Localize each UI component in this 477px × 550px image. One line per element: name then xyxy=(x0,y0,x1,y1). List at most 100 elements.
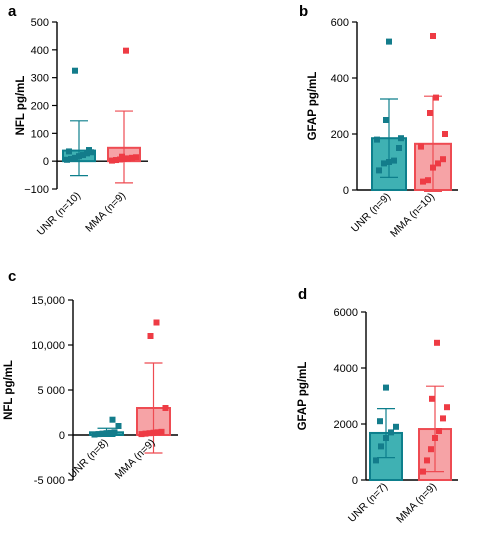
y-tick-label: 600 xyxy=(331,17,349,29)
data-point xyxy=(109,157,115,164)
data-point xyxy=(99,430,106,437)
category-label: MMA (n=10) xyxy=(388,191,437,240)
data-point xyxy=(66,148,72,155)
data-point xyxy=(383,384,389,391)
data-point xyxy=(86,147,92,154)
panel-letter: c xyxy=(8,268,16,285)
y-tick-label: -5 000 xyxy=(34,475,65,487)
y-tick-label: 200 xyxy=(331,129,349,141)
data-point xyxy=(378,443,384,450)
y-tick-label: −100 xyxy=(24,184,49,196)
data-point xyxy=(430,33,436,39)
data-point xyxy=(398,135,404,142)
data-point xyxy=(440,415,446,422)
data-point xyxy=(418,143,424,150)
y-tick-label: 0 xyxy=(343,185,349,197)
data-point xyxy=(373,457,379,464)
data-point xyxy=(133,154,139,161)
y-tick-label: 10,000 xyxy=(31,340,65,352)
data-point xyxy=(424,457,430,464)
y-axis-label: GFAP pg/mL xyxy=(307,72,319,141)
y-tick-label: 100 xyxy=(31,128,49,140)
y-axis-label: NFL pg/mL xyxy=(15,76,27,136)
data-point xyxy=(386,159,392,165)
data-point xyxy=(150,429,157,436)
y-axis-label: NFL pg/mL xyxy=(3,360,15,420)
category-label: MMA (n=9) xyxy=(83,190,128,235)
data-point xyxy=(432,435,438,441)
data-point xyxy=(386,38,392,45)
category-label: UNR (n=7) xyxy=(346,481,390,525)
category-label: MMA (n=9) xyxy=(394,481,439,526)
y-tick-label: 500 xyxy=(31,17,49,29)
data-point xyxy=(377,418,383,425)
data-point xyxy=(103,430,110,437)
data-point xyxy=(72,154,78,161)
data-point xyxy=(440,156,446,163)
data-point xyxy=(444,404,450,411)
data-point xyxy=(162,405,169,411)
data-point xyxy=(147,333,154,339)
panel-letter: a xyxy=(8,3,17,20)
y-axis-label: GFAP pg/mL xyxy=(297,362,309,431)
y-tick-label: 6000 xyxy=(334,307,358,319)
data-point xyxy=(428,446,434,453)
data-point xyxy=(129,154,135,161)
data-point xyxy=(111,429,118,436)
panel-letter: d xyxy=(298,286,307,303)
data-point xyxy=(95,431,102,438)
data-point xyxy=(433,94,439,101)
category-label: UNR (n=9) xyxy=(349,191,393,235)
data-point xyxy=(383,435,389,441)
data-point xyxy=(374,136,380,143)
data-point xyxy=(429,395,435,402)
data-point xyxy=(123,47,129,54)
data-point xyxy=(119,153,125,160)
data-point xyxy=(391,157,397,164)
data-point xyxy=(376,167,382,174)
y-tick-label: 0 xyxy=(43,156,49,168)
data-point xyxy=(109,416,116,423)
data-point xyxy=(430,164,436,171)
data-point xyxy=(80,152,86,159)
category-label: MMA (n=9) xyxy=(113,437,158,482)
data-point xyxy=(427,110,433,116)
data-point xyxy=(138,431,145,438)
data-point xyxy=(434,339,440,346)
y-tick-label: 400 xyxy=(31,45,49,57)
panel-letter: b xyxy=(299,3,308,20)
data-point xyxy=(153,319,160,326)
y-tick-label: 0 xyxy=(59,430,65,442)
data-point xyxy=(146,430,153,437)
data-point xyxy=(383,117,389,123)
y-tick-label: 4000 xyxy=(334,363,358,375)
data-point xyxy=(435,160,441,167)
data-point xyxy=(84,150,90,157)
data-point xyxy=(142,430,149,437)
y-tick-label: 15,000 xyxy=(31,295,65,307)
data-point xyxy=(425,177,431,184)
data-point xyxy=(107,429,114,436)
data-point xyxy=(158,428,165,435)
y-tick-label: 0 xyxy=(352,475,358,487)
y-tick-label: 200 xyxy=(31,101,49,113)
data-point xyxy=(68,155,74,162)
data-point xyxy=(393,423,399,430)
data-point xyxy=(154,429,161,436)
data-point xyxy=(388,429,394,436)
data-point xyxy=(396,145,402,151)
data-point xyxy=(420,178,426,185)
data-point xyxy=(381,160,387,167)
data-point xyxy=(420,468,426,475)
data-point xyxy=(64,156,70,163)
data-point xyxy=(113,157,119,164)
y-tick-label: 300 xyxy=(31,73,49,85)
data-point xyxy=(436,428,442,434)
data-point xyxy=(76,153,82,160)
category-label: UNR (n=10) xyxy=(35,190,83,238)
data-point xyxy=(91,431,98,438)
y-tick-label: 5 000 xyxy=(37,385,65,397)
data-point xyxy=(442,131,448,137)
data-point xyxy=(72,67,78,74)
